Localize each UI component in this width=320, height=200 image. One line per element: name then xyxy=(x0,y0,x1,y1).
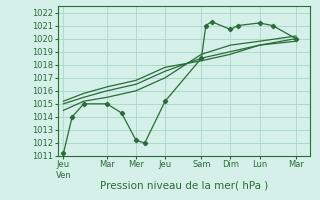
X-axis label: Pression niveau de la mer( hPa ): Pression niveau de la mer( hPa ) xyxy=(100,181,268,191)
